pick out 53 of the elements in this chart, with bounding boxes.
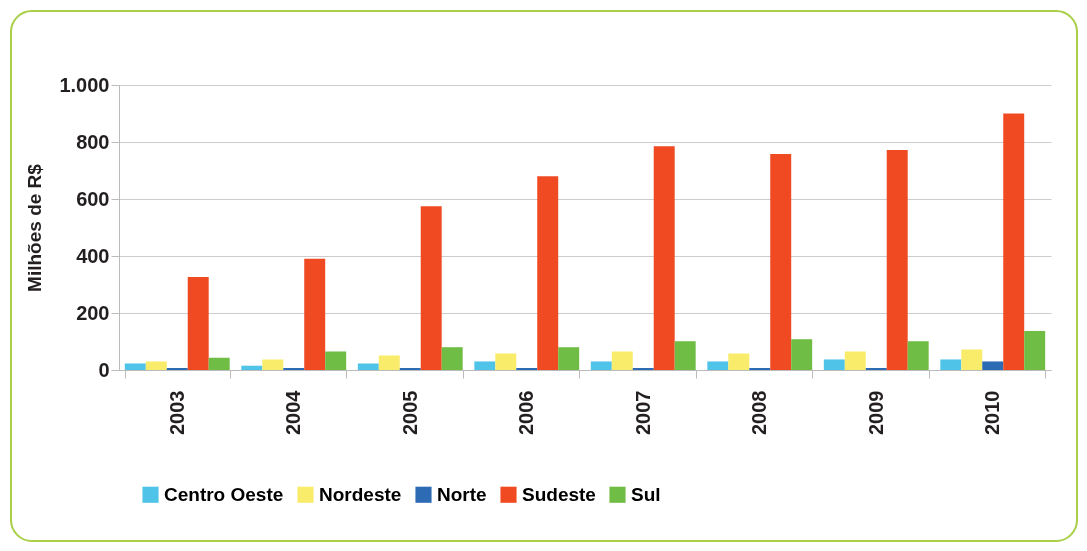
bar [611, 351, 633, 370]
bar [145, 361, 167, 370]
legend-label: Nordeste [319, 483, 402, 505]
bar [420, 206, 442, 370]
x-tick-label: 2007 [631, 390, 654, 435]
x-tick-label: 2006 [515, 390, 538, 435]
x-tick-label: 2005 [398, 390, 421, 435]
legend-label: Norte [437, 483, 487, 505]
bar [728, 353, 750, 370]
bar [982, 361, 1004, 370]
bar [325, 351, 347, 370]
bar [791, 339, 813, 370]
bar [1024, 330, 1046, 370]
bar [886, 149, 908, 370]
bar [208, 357, 230, 370]
bar [537, 176, 559, 370]
bar [357, 363, 379, 370]
y-axis-title: Milhões de R$ [24, 163, 46, 292]
bar [187, 277, 209, 370]
x-tick-label: 2003 [165, 390, 188, 435]
x-tick-label: 2004 [282, 389, 305, 435]
legend-label: Sudeste [522, 483, 596, 505]
bar [674, 341, 696, 370]
bar [907, 341, 929, 370]
legend-label: Sul [631, 483, 661, 505]
bar [495, 353, 517, 370]
bar [378, 355, 400, 370]
y-tick-label: 600 [76, 187, 110, 210]
bar [823, 359, 845, 370]
bar [262, 359, 284, 370]
y-tick-label: 1.000 [59, 73, 110, 96]
y-tick-label: 800 [76, 130, 110, 153]
x-tick-label: 2008 [748, 390, 771, 435]
legend-label: Centro Oeste [164, 483, 284, 505]
bar [241, 365, 263, 370]
x-tick-label: 2009 [864, 390, 887, 435]
bar [653, 146, 675, 370]
x-tick-label: 2010 [981, 390, 1004, 435]
bar [844, 351, 866, 370]
bar [474, 361, 496, 370]
bar [558, 347, 580, 370]
bar [441, 347, 463, 370]
y-tick-label: 400 [76, 244, 110, 267]
bar [304, 258, 326, 370]
y-tick-label: 200 [76, 301, 110, 324]
y-tick-label: 0 [98, 358, 110, 381]
bar [707, 361, 729, 370]
bar [590, 361, 612, 370]
bar [940, 359, 962, 370]
bar [961, 349, 983, 370]
bar [770, 153, 792, 370]
bar [124, 363, 146, 370]
bar [1003, 113, 1025, 370]
